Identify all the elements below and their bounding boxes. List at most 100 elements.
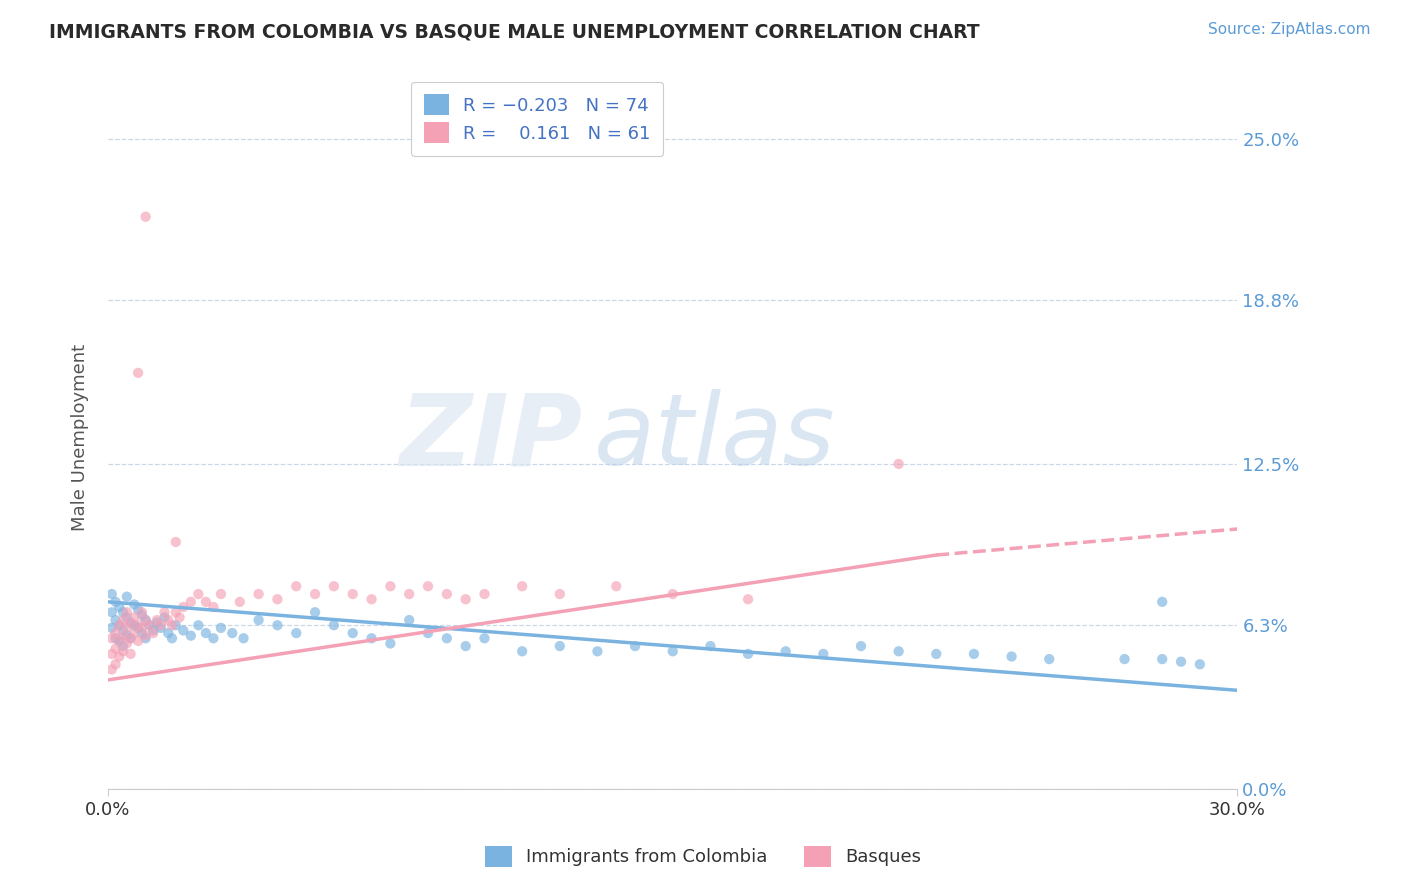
Point xyxy=(115,610,138,624)
Point xyxy=(108,633,131,648)
Point xyxy=(436,632,458,646)
Point xyxy=(131,605,153,619)
Point xyxy=(266,592,288,607)
Point xyxy=(127,633,149,648)
Point xyxy=(172,624,194,638)
Point xyxy=(849,639,872,653)
Point xyxy=(813,647,835,661)
Point xyxy=(737,592,759,607)
Point xyxy=(398,613,420,627)
Point xyxy=(360,592,382,607)
Point xyxy=(342,626,364,640)
Point xyxy=(548,587,571,601)
Point xyxy=(436,587,458,601)
Point xyxy=(127,621,149,635)
Point xyxy=(169,610,191,624)
Point xyxy=(1170,655,1192,669)
Point xyxy=(120,632,142,646)
Point xyxy=(1152,595,1174,609)
Point xyxy=(194,595,217,609)
Point xyxy=(149,618,172,632)
Point xyxy=(104,595,127,609)
Point xyxy=(124,626,146,640)
Point xyxy=(124,618,146,632)
Point xyxy=(1114,652,1136,666)
Point xyxy=(135,632,157,646)
Point xyxy=(100,605,122,619)
Point xyxy=(699,639,721,653)
Point xyxy=(112,644,135,658)
Point xyxy=(510,644,533,658)
Point xyxy=(187,618,209,632)
Point xyxy=(1152,652,1174,666)
Point xyxy=(112,613,135,627)
Point xyxy=(322,618,344,632)
Text: atlas: atlas xyxy=(593,390,835,486)
Point xyxy=(120,647,142,661)
Point xyxy=(187,587,209,601)
Point xyxy=(135,629,157,643)
Point xyxy=(416,579,439,593)
Point xyxy=(153,610,176,624)
Point xyxy=(142,624,165,638)
Point xyxy=(160,618,183,632)
Point xyxy=(135,613,157,627)
Point xyxy=(108,618,131,632)
Point xyxy=(138,618,160,632)
Point xyxy=(115,621,138,635)
Point xyxy=(104,657,127,672)
Point xyxy=(157,613,180,627)
Legend: Immigrants from Colombia, Basques: Immigrants from Colombia, Basques xyxy=(478,838,928,874)
Point xyxy=(135,210,157,224)
Point xyxy=(108,649,131,664)
Point xyxy=(285,579,308,593)
Point xyxy=(165,605,187,619)
Point xyxy=(232,632,254,646)
Point xyxy=(115,605,138,619)
Point xyxy=(149,621,172,635)
Point xyxy=(100,663,122,677)
Point xyxy=(115,636,138,650)
Point xyxy=(120,632,142,646)
Point xyxy=(131,607,153,622)
Point xyxy=(194,626,217,640)
Point xyxy=(115,629,138,643)
Point xyxy=(153,605,176,619)
Point xyxy=(266,618,288,632)
Point xyxy=(127,618,149,632)
Point xyxy=(100,632,122,646)
Point xyxy=(120,615,142,630)
Point xyxy=(160,632,183,646)
Point xyxy=(586,644,609,658)
Point xyxy=(135,613,157,627)
Point xyxy=(104,626,127,640)
Point xyxy=(887,644,910,658)
Point xyxy=(342,587,364,601)
Point xyxy=(112,605,135,619)
Point xyxy=(1000,649,1022,664)
Point xyxy=(454,592,477,607)
Point xyxy=(112,639,135,653)
Point xyxy=(661,644,683,658)
Point xyxy=(963,647,986,661)
Point xyxy=(548,639,571,653)
Point xyxy=(104,632,127,646)
Point xyxy=(380,579,402,593)
Point xyxy=(247,587,270,601)
Point xyxy=(202,600,225,615)
Point xyxy=(131,621,153,635)
Point xyxy=(100,587,122,601)
Point xyxy=(165,618,187,632)
Point xyxy=(775,644,797,658)
Point xyxy=(737,647,759,661)
Point xyxy=(925,647,948,661)
Point xyxy=(1188,657,1211,672)
Text: IMMIGRANTS FROM COLOMBIA VS BASQUE MALE UNEMPLOYMENT CORRELATION CHART: IMMIGRANTS FROM COLOMBIA VS BASQUE MALE … xyxy=(49,22,980,41)
Point xyxy=(165,535,187,549)
Point xyxy=(127,366,149,380)
Point xyxy=(127,602,149,616)
Legend: R = −0.203   N = 74, R =    0.161   N = 61: R = −0.203 N = 74, R = 0.161 N = 61 xyxy=(411,81,664,156)
Text: Source: ZipAtlas.com: Source: ZipAtlas.com xyxy=(1208,22,1371,37)
Point xyxy=(221,626,243,640)
Point xyxy=(209,587,232,601)
